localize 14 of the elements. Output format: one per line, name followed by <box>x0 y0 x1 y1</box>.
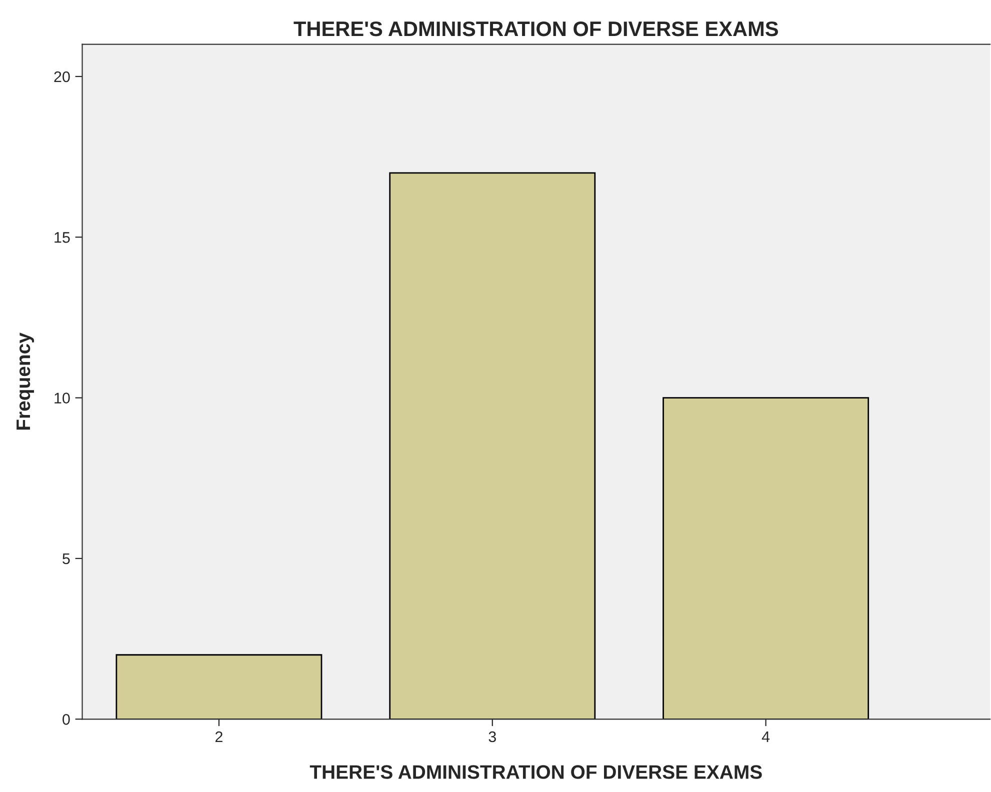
x-tick-label: 2 <box>215 731 222 742</box>
y-tick-label: 10 <box>54 392 70 404</box>
bar <box>662 397 870 720</box>
y-axis-title: Frequency <box>16 332 34 430</box>
y-tick-label: 20 <box>54 71 70 82</box>
bar <box>389 172 596 720</box>
x-axis-title: THERE'S ADMINISTRATION OF DIVERSE EXAMS <box>310 765 762 779</box>
bar <box>116 654 322 720</box>
y-tick-label: 0 <box>62 714 70 725</box>
x-tick-label: 4 <box>762 732 770 742</box>
y-tick-label: 15 <box>54 232 70 243</box>
y-tick-label: 5 <box>62 554 70 564</box>
x-tick-label: 3 <box>488 731 496 742</box>
chart-title: THERE'S ADMINISTRATION OF DIVERSE EXAMS <box>294 21 778 36</box>
